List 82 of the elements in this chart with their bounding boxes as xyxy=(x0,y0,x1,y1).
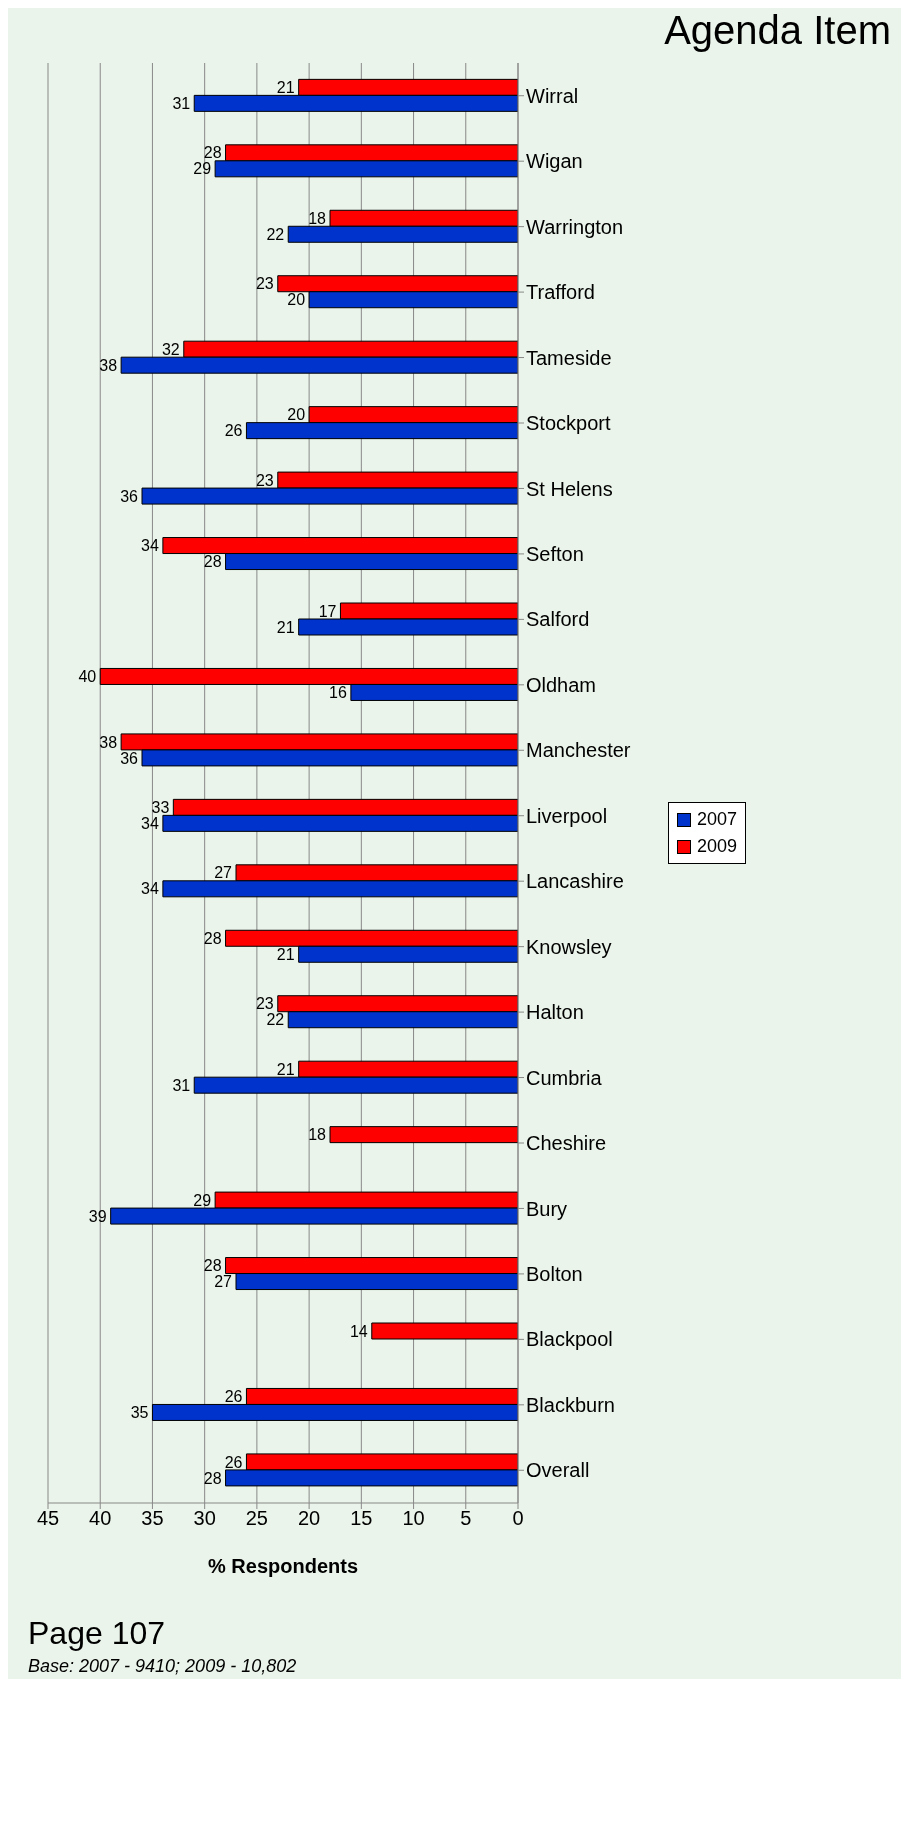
y-tick-label: Blackburn xyxy=(526,1393,615,1416)
data-label: 33 xyxy=(151,798,170,816)
data-label: 28 xyxy=(203,1469,222,1487)
y-tick-label: Sefton xyxy=(526,543,584,566)
data-label: 31 xyxy=(172,94,191,112)
y-tick-label: Halton xyxy=(526,1001,584,1024)
text: Base: 2007 - 9410; 2009 - 10,802 xyxy=(27,1655,298,1678)
data-label: 16 xyxy=(329,684,347,702)
data-label: 21 xyxy=(276,945,295,963)
data-label: 34 xyxy=(141,880,159,898)
y-tick-label: Oldham xyxy=(526,673,597,696)
x-tick-label: 10 xyxy=(402,1507,425,1530)
data-label: 34 xyxy=(141,537,159,555)
data-label: 14 xyxy=(349,1322,368,1340)
data-label: 26 xyxy=(224,1388,243,1406)
data-label: 21 xyxy=(276,618,295,636)
y-tick-label: Tameside xyxy=(526,346,612,369)
data-label: 31 xyxy=(172,1076,191,1094)
x-tick-label: 35 xyxy=(141,1507,164,1530)
data-label: 28 xyxy=(203,1257,222,1275)
data-label: 23 xyxy=(255,471,274,489)
text: Page 107 xyxy=(27,1614,166,1653)
y-tick-label: Blackpool xyxy=(526,1328,613,1351)
y-tick-label: Wigan xyxy=(526,150,583,173)
data-label: 22 xyxy=(266,1011,285,1029)
y-tick-label: Trafford xyxy=(526,281,595,304)
y-tick-label: Manchester xyxy=(526,739,631,762)
data-label: 36 xyxy=(120,487,139,505)
y-tick-label: St Helens xyxy=(526,477,613,500)
x-tick-label: 30 xyxy=(193,1507,216,1530)
x-tick-label: 20 xyxy=(297,1507,321,1530)
data-label: 23 xyxy=(255,275,274,293)
data-label: 21 xyxy=(276,78,295,96)
x-tick-label: 0 xyxy=(512,1507,524,1530)
data-label: 38 xyxy=(99,733,118,751)
bar xyxy=(329,1126,518,1144)
y-tick-label: Lancashire xyxy=(526,870,624,893)
data-label: 27 xyxy=(214,864,233,882)
data-label: 40 xyxy=(78,668,97,686)
y-tick-label: Liverpool xyxy=(526,804,608,827)
x-axis-title: % Respondents xyxy=(207,1555,359,1577)
y-tick-label: Stockport xyxy=(526,412,611,435)
y-tick-label: Cheshire xyxy=(526,1132,607,1155)
text: Agenda Item xyxy=(663,8,892,53)
data-label: 17 xyxy=(318,602,337,620)
data-label: 29 xyxy=(193,1191,212,1209)
data-label: 32 xyxy=(161,340,180,358)
data-label: 28 xyxy=(203,144,222,162)
y-tick-label: Wirral xyxy=(526,84,579,107)
legend-label: 2007 xyxy=(697,809,738,830)
data-label: 27 xyxy=(214,1273,233,1291)
x-tick-label: 25 xyxy=(245,1507,269,1530)
legend-label: 2009 xyxy=(697,836,738,857)
y-tick-label: Cumbria xyxy=(526,1066,603,1089)
data-label: 38 xyxy=(99,356,118,374)
data-label: 35 xyxy=(130,1404,149,1422)
bar xyxy=(371,1322,518,1340)
x-tick-label: 15 xyxy=(350,1507,373,1530)
data-label: 34 xyxy=(141,814,159,832)
y-tick-label: Knowsley xyxy=(526,935,612,958)
y-tick-label: Warrington xyxy=(526,215,624,238)
data-label: 21 xyxy=(276,1060,295,1078)
data-label: 20 xyxy=(287,406,306,424)
data-label: 18 xyxy=(308,209,327,227)
data-label: 26 xyxy=(224,1453,243,1471)
data-label: 23 xyxy=(255,995,274,1013)
y-tick-label: Salford xyxy=(526,608,590,631)
x-tick-label: 45 xyxy=(36,1507,60,1530)
data-label: 29 xyxy=(193,160,212,178)
data-label: 28 xyxy=(203,553,222,571)
x-tick-label: 5 xyxy=(460,1507,472,1530)
data-label: 26 xyxy=(224,422,243,440)
y-tick-label: Overall xyxy=(526,1459,590,1482)
y-tick-label: Bolton xyxy=(526,1263,583,1286)
data-label: 20 xyxy=(287,291,306,309)
data-label: 18 xyxy=(308,1126,327,1144)
data-label: 39 xyxy=(88,1207,107,1225)
data-label: 28 xyxy=(203,929,222,947)
data-label: 22 xyxy=(266,225,285,243)
y-tick-label: Bury xyxy=(526,1197,568,1220)
x-tick-label: 40 xyxy=(89,1507,112,1530)
data-label: 36 xyxy=(120,749,139,767)
